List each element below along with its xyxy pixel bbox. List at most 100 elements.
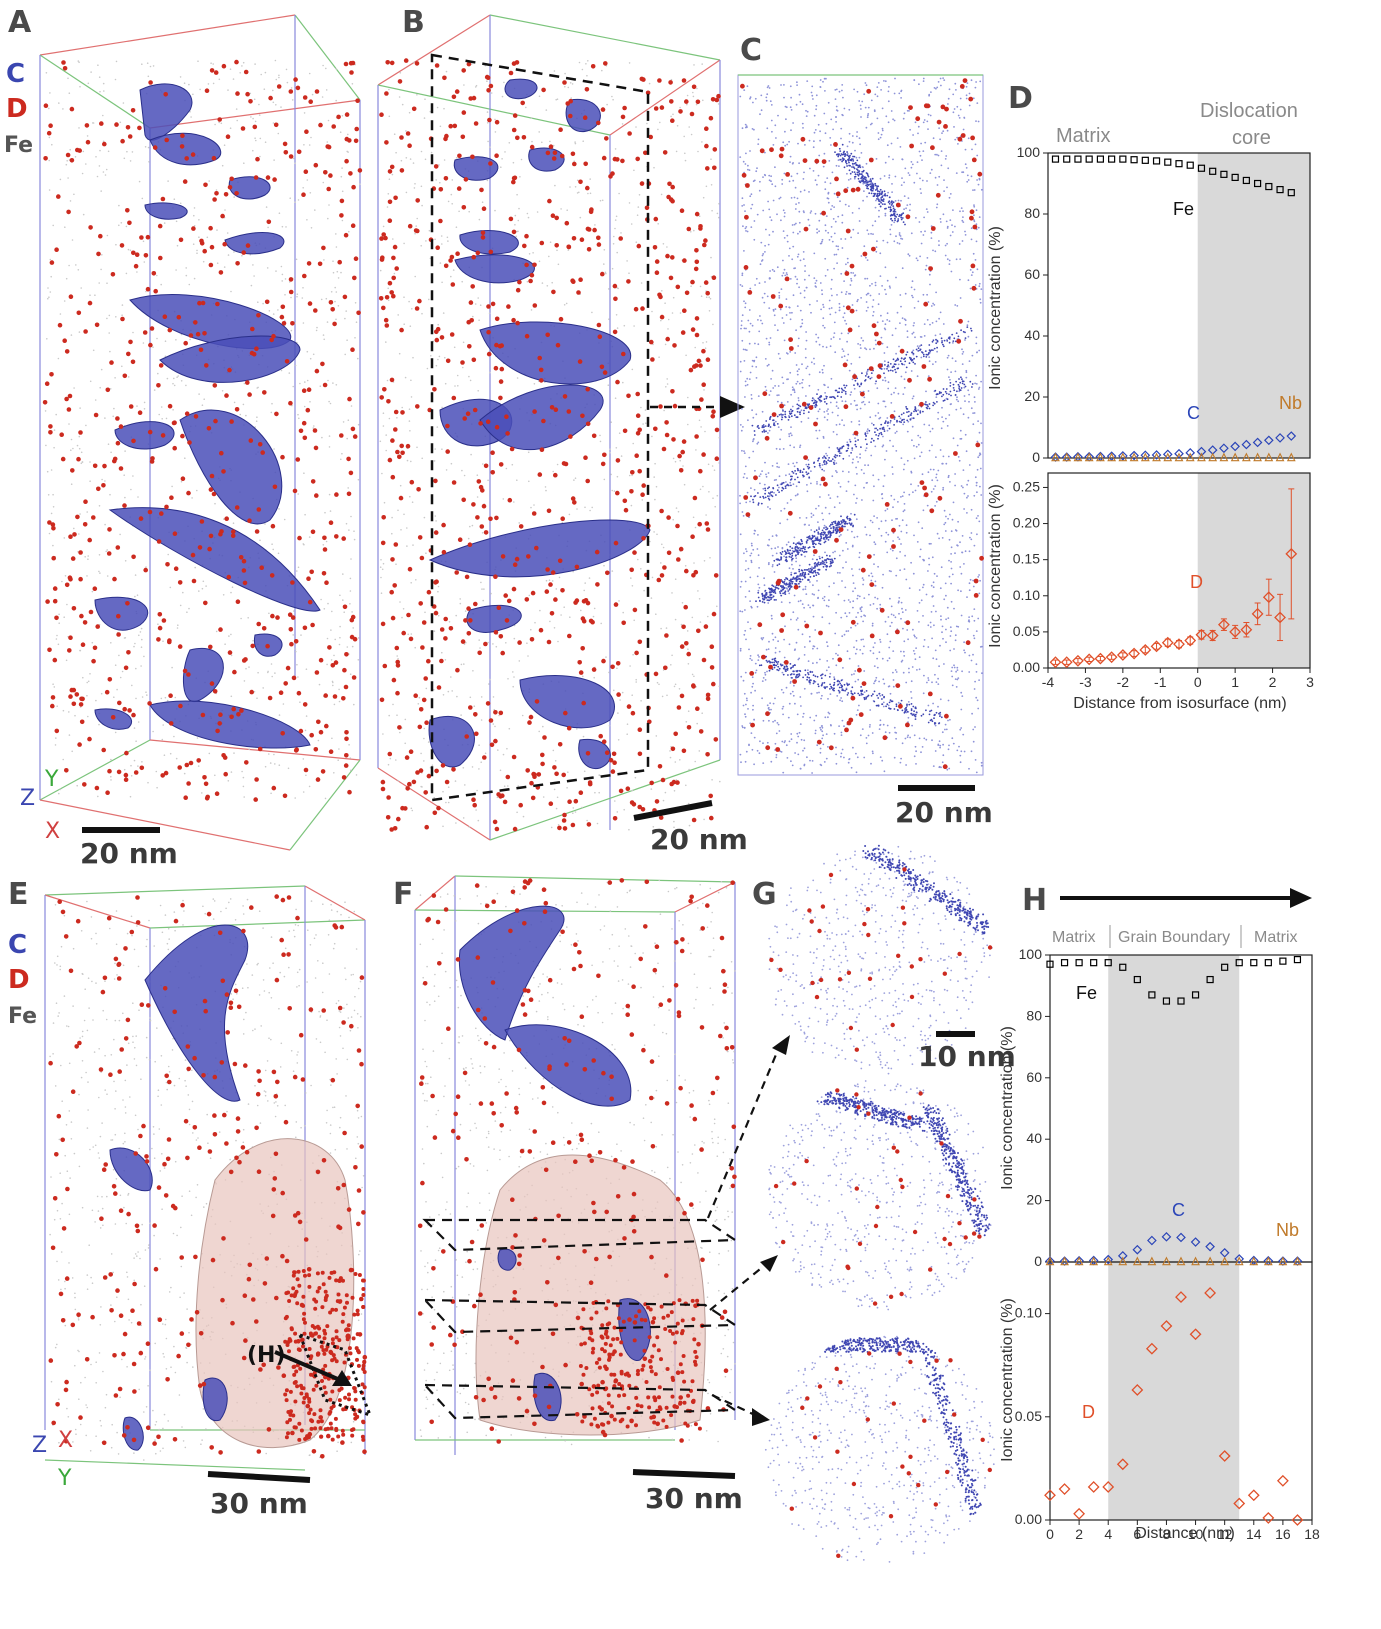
c-atom bbox=[801, 386, 804, 389]
c-atom bbox=[782, 230, 785, 233]
fe-atom bbox=[454, 385, 456, 387]
carbon-isosurface bbox=[479, 384, 604, 451]
d-atom bbox=[471, 797, 476, 802]
fe-atom bbox=[330, 291, 333, 293]
fe-atom bbox=[50, 275, 52, 278]
c-atom bbox=[882, 573, 884, 576]
c-atom bbox=[893, 756, 896, 759]
c-atom bbox=[976, 533, 978, 536]
d-atom bbox=[215, 728, 220, 734]
d-atom bbox=[125, 601, 130, 606]
d-atom bbox=[577, 660, 582, 665]
c-atom bbox=[874, 580, 877, 583]
fe-atom bbox=[101, 478, 103, 481]
d-atom bbox=[91, 658, 96, 664]
d-atom bbox=[122, 706, 127, 712]
c-atom bbox=[792, 694, 795, 697]
d-atom bbox=[167, 639, 172, 645]
fe-atom bbox=[339, 636, 341, 639]
fe-atom bbox=[492, 696, 495, 698]
fe-atom bbox=[450, 275, 452, 278]
d-atom bbox=[344, 112, 350, 117]
c-atom bbox=[880, 133, 883, 136]
c-atom bbox=[811, 558, 814, 561]
c-atom bbox=[950, 530, 953, 533]
fe-atom bbox=[124, 560, 127, 562]
c-atom bbox=[932, 586, 935, 589]
c-atom bbox=[944, 530, 947, 532]
d-atom bbox=[171, 420, 177, 426]
c-atom bbox=[741, 726, 744, 729]
d-atom bbox=[558, 316, 564, 322]
c-atom bbox=[960, 485, 963, 487]
c-atom bbox=[782, 322, 785, 324]
c-atom bbox=[743, 327, 746, 330]
c-atom bbox=[979, 646, 982, 648]
c-atom bbox=[945, 515, 947, 518]
fe-atom bbox=[469, 525, 471, 528]
c-atom bbox=[967, 279, 970, 282]
c-atom bbox=[863, 472, 865, 475]
d-atom bbox=[143, 567, 148, 573]
c-atom bbox=[740, 580, 743, 583]
fe-atom bbox=[107, 443, 110, 446]
c-atom bbox=[806, 365, 809, 368]
c-atom bbox=[814, 212, 817, 215]
fe-atom bbox=[671, 312, 674, 314]
c-atom bbox=[809, 759, 811, 762]
fe-atom bbox=[517, 785, 519, 787]
d-atom bbox=[451, 94, 457, 100]
c-atom bbox=[858, 568, 861, 571]
fe-atom bbox=[591, 506, 593, 509]
d-atom bbox=[157, 612, 163, 617]
fe-atom bbox=[66, 160, 68, 162]
fe-atom bbox=[270, 792, 272, 795]
c-atom bbox=[968, 550, 971, 553]
d-atom bbox=[87, 736, 92, 742]
d-atom bbox=[668, 275, 674, 281]
fe-atom bbox=[453, 346, 456, 349]
fe-atom bbox=[125, 272, 128, 275]
fe-atom bbox=[644, 409, 647, 411]
c-atom bbox=[899, 569, 901, 572]
fe-atom bbox=[455, 822, 457, 824]
d-atom bbox=[620, 114, 626, 120]
c-atom bbox=[744, 123, 747, 126]
c-atom bbox=[790, 96, 792, 99]
fe-atom bbox=[55, 638, 58, 640]
c-atom bbox=[824, 90, 826, 92]
fe-atom bbox=[463, 474, 466, 477]
c-atom bbox=[833, 321, 836, 324]
d-atom bbox=[48, 123, 53, 128]
d-atom bbox=[539, 240, 545, 246]
c-atom bbox=[935, 610, 937, 613]
fe-atom bbox=[134, 574, 137, 576]
fe-atom bbox=[583, 770, 586, 773]
c-atom bbox=[800, 409, 803, 412]
c-atom bbox=[964, 148, 967, 151]
fe-atom bbox=[262, 302, 264, 305]
c-atom bbox=[946, 227, 949, 229]
d-atom bbox=[705, 696, 711, 702]
fe-atom bbox=[201, 404, 204, 407]
c-atom bbox=[932, 581, 935, 584]
fe-atom bbox=[326, 663, 328, 666]
d-atom bbox=[320, 361, 325, 367]
fe-atom bbox=[538, 131, 540, 133]
c-atom bbox=[973, 637, 976, 640]
d-atom bbox=[659, 573, 665, 578]
d-atom bbox=[298, 428, 304, 434]
c-atom bbox=[757, 583, 760, 586]
fe-atom bbox=[600, 622, 602, 625]
c-atom bbox=[790, 498, 792, 501]
c-atom bbox=[785, 481, 787, 483]
c-atom bbox=[753, 763, 755, 766]
fe-atom bbox=[79, 85, 81, 88]
fe-atom bbox=[401, 103, 404, 106]
c-atom bbox=[876, 657, 878, 660]
c-atom bbox=[760, 637, 763, 640]
fe-atom bbox=[410, 582, 413, 584]
c-atom bbox=[866, 195, 868, 198]
d-atom bbox=[257, 442, 263, 447]
